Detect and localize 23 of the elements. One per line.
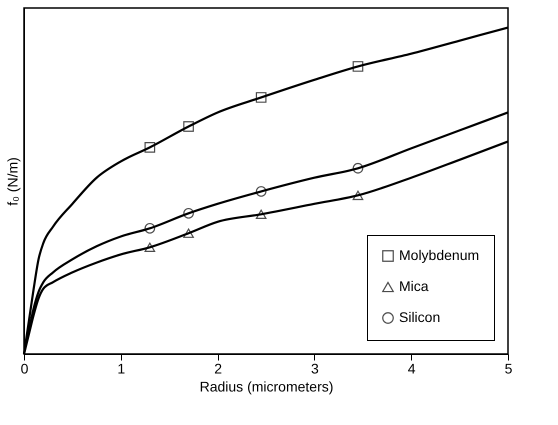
point <box>352 61 364 72</box>
x-tick-label: 5 <box>504 360 513 376</box>
point <box>144 222 156 234</box>
point <box>183 228 194 238</box>
x-tick-label: 3 <box>311 360 319 376</box>
legend-label: Silicon <box>399 309 440 325</box>
legend-label: Molybdenum <box>399 247 480 263</box>
point <box>256 92 267 103</box>
point <box>352 190 364 200</box>
point <box>144 242 156 252</box>
point <box>183 121 194 132</box>
legend-label: Mica <box>399 278 429 294</box>
point <box>256 210 267 219</box>
point <box>183 208 194 219</box>
x-tick-label: 4 <box>408 360 416 376</box>
y-axis-title: f₀ (N/m) <box>4 157 20 206</box>
x-axis-title: Radius (micrometers) <box>200 378 334 394</box>
x-tick-label: 2 <box>214 360 222 376</box>
x-tick-label: 1 <box>117 360 126 376</box>
point <box>144 142 156 153</box>
x-tick-label: 0 <box>20 360 29 376</box>
point <box>256 186 267 197</box>
point <box>352 162 364 174</box>
